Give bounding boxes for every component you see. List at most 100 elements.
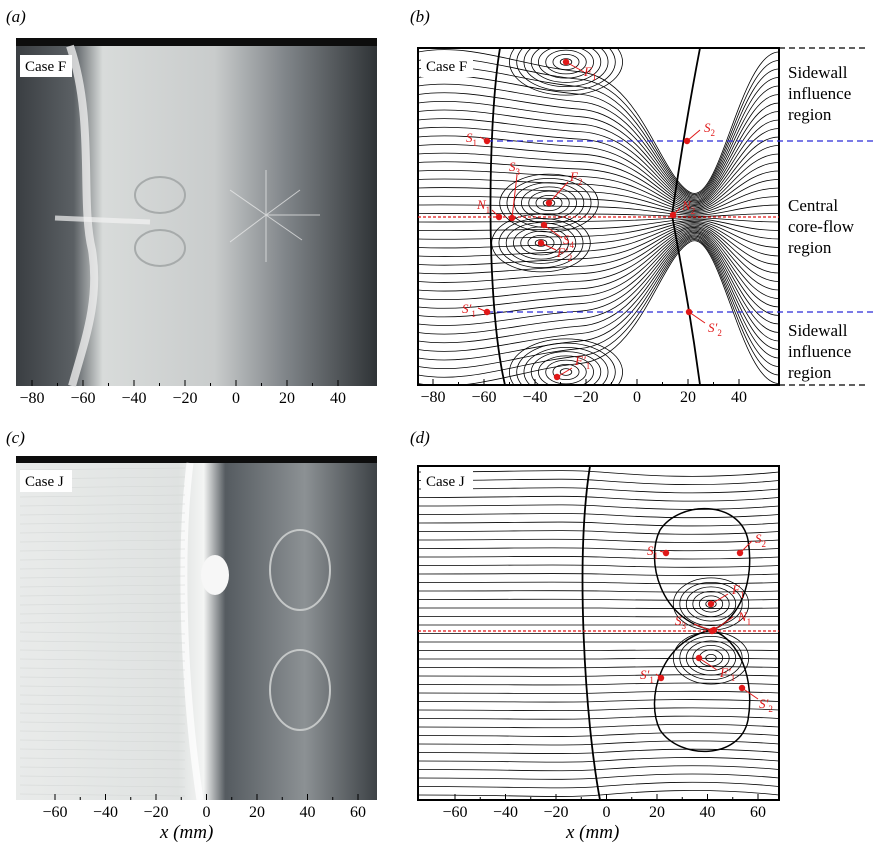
streamline <box>418 126 779 205</box>
streamline <box>418 470 779 477</box>
streamline <box>418 169 779 211</box>
point-label-S2p: S′2 <box>708 320 722 338</box>
oil-streak <box>19 667 186 671</box>
streamline <box>418 530 779 535</box>
x-tick-label: −80 <box>19 390 44 407</box>
focus-spiral <box>698 595 724 613</box>
x-tick-label: 40 <box>700 804 716 821</box>
leader-line <box>511 174 518 219</box>
streamline <box>418 564 779 568</box>
point-label-N1: N1 <box>476 197 490 215</box>
focus-spiral <box>559 368 573 376</box>
region-mid-line3: region <box>788 238 832 257</box>
x-tick-label: 60 <box>350 804 366 821</box>
streamline <box>418 748 779 754</box>
streamline <box>418 773 779 780</box>
oil-streak <box>19 530 186 534</box>
separation-line-d <box>581 465 601 801</box>
streamline <box>418 218 779 232</box>
oil-streak <box>19 467 186 471</box>
oil-streak <box>19 649 186 653</box>
leader-line <box>659 550 667 554</box>
leader-line <box>540 242 557 251</box>
oil-streak <box>19 602 186 606</box>
oil-streak <box>19 694 186 698</box>
focus-spiral <box>545 359 587 385</box>
streamline <box>418 732 779 737</box>
streamline <box>418 232 779 326</box>
point-label-F1: F1 <box>731 582 744 600</box>
x-tick-label: 0 <box>633 389 641 406</box>
x-tick-label: −60 <box>42 804 67 821</box>
streamline <box>418 109 779 203</box>
oil-streak <box>19 503 186 507</box>
streamline <box>418 235 779 352</box>
streamline <box>418 223 779 266</box>
streamline <box>418 178 779 212</box>
oil-streak <box>19 593 186 597</box>
oil-streak <box>19 712 186 716</box>
streamline <box>418 573 779 576</box>
point-label-S1: S1 <box>466 130 477 148</box>
panel-b-sketch: Case F <box>417 47 874 386</box>
oil-streak <box>19 685 186 689</box>
oil-streak <box>19 494 186 498</box>
focus-spiral <box>523 346 609 385</box>
streamline <box>418 555 779 560</box>
vortex-bubble-upper <box>653 508 751 631</box>
streamline <box>418 204 779 216</box>
leader-line <box>491 209 500 218</box>
leader-line <box>672 207 681 216</box>
streamline <box>418 229 779 309</box>
streamline <box>418 233 779 335</box>
leader-line <box>655 673 662 679</box>
leader-line <box>693 623 713 632</box>
x-tick-label: 40 <box>731 389 747 406</box>
focus-spiral <box>538 48 594 79</box>
streamline <box>418 513 779 519</box>
leader-line <box>688 311 706 324</box>
focus-spiral <box>705 654 717 663</box>
point-label-F2p: F′2 <box>556 245 572 263</box>
streamline <box>418 723 779 729</box>
streamline <box>418 521 779 527</box>
focus-spiral <box>552 363 580 381</box>
point-label-N2: N2 <box>681 198 695 216</box>
focus-spiral <box>692 591 730 618</box>
focus-spiral <box>538 355 594 385</box>
oil-streak <box>19 584 186 588</box>
streamline <box>418 238 779 370</box>
focus-spiral <box>535 194 563 212</box>
critical-points-b: F1 S1 S2 S3 F2 N1 N2 S4F′2 S′1 S′2 F′1 <box>462 58 722 381</box>
streamline <box>418 187 779 214</box>
point-label-S2: S2 <box>704 120 715 138</box>
leader-line <box>565 61 585 73</box>
x-tick-label: −40 <box>522 389 547 406</box>
panel-label-a: (a) <box>6 7 26 26</box>
oil-streak <box>19 766 186 770</box>
streamline <box>418 590 779 593</box>
x-axis-a: −80 −60 −40 −20 0 20 40 <box>19 380 346 407</box>
streamline <box>418 715 779 720</box>
x-tick-label: −40 <box>121 390 146 407</box>
x-axis-label-d: x (mm) <box>565 822 619 843</box>
oil-streak <box>19 658 186 662</box>
point-label-F1p: F′1 <box>719 665 735 683</box>
leader-line <box>710 593 729 605</box>
x-tick-label: −60 <box>471 389 496 406</box>
case-label-a: Case F <box>25 59 66 75</box>
oil-streak <box>19 557 186 561</box>
streamline <box>418 66 779 197</box>
x-axis-c: −60 −40 −20 0 20 40 60 <box>42 794 366 821</box>
focus-spiral <box>516 342 616 385</box>
focus-spiral <box>705 600 717 609</box>
x-tick-label: −20 <box>172 390 197 407</box>
x-tick-label: 40 <box>300 804 316 821</box>
case-label-b: Case F <box>426 59 467 75</box>
streamline <box>418 230 779 318</box>
x-tick-label: −20 <box>573 389 598 406</box>
streamline <box>418 781 779 789</box>
focus-spiral <box>542 199 556 207</box>
streamline <box>418 217 779 223</box>
focus-spiral <box>534 239 548 247</box>
